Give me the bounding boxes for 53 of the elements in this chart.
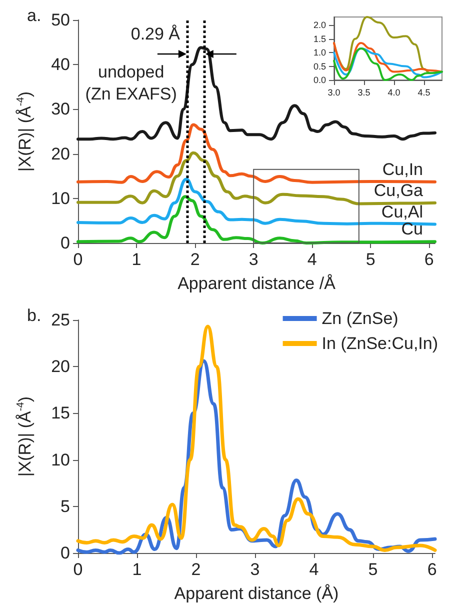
y-tick-label: 25	[51, 310, 70, 330]
x-axis-title: Apparent distance /Å	[178, 274, 336, 293]
x-tick-label: 5	[368, 560, 378, 579]
chart-title: a.	[27, 6, 42, 25]
series-label: Cu	[401, 220, 423, 239]
x-tick-label: 2	[191, 560, 201, 579]
y-tick-label: 10	[51, 188, 70, 208]
annotation: 0.29 Å	[130, 24, 181, 44]
x-tick-label: 0	[73, 560, 83, 579]
y-axis-title: |X(R)| (Å-4)	[16, 91, 34, 172]
line-series	[333, 42, 443, 73]
y-tick-label: 40	[51, 55, 70, 74]
legend-label: In (ZnSe:Cu,In)	[322, 334, 438, 353]
series-label: Cu,In	[382, 160, 423, 179]
y-axis-title: |X(R)| (Å-4)	[16, 396, 34, 477]
y-tick-label: 20	[51, 144, 70, 164]
x-tick-label: 0	[73, 250, 83, 269]
x-tick-label: 3.5	[358, 88, 370, 98]
x-tick-label: 1	[132, 560, 142, 579]
y-tick-label: 10	[51, 450, 70, 470]
x-tick-label: 4.5	[418, 88, 430, 98]
x-axis-title: Apparent distance (Å)	[174, 584, 339, 603]
y-tick-label: 15	[51, 404, 70, 423]
y-tick-label: 5	[60, 496, 70, 516]
x-tick-label: 1	[132, 250, 142, 269]
y-tick-label: 0	[60, 544, 70, 562]
y-tick-label: 1.0	[313, 48, 326, 58]
series-label: Cu,Ga	[374, 180, 424, 200]
x-tick-label: 3	[250, 560, 260, 579]
line-series	[76, 46, 436, 141]
y-tick-label: 0.0	[313, 75, 326, 85]
y-tick-label: 0.5	[313, 61, 326, 72]
x-tick-label: 4	[309, 560, 319, 579]
y-tick-label: 1.5	[313, 34, 326, 44]
series-label: undoped (Zn EXAFS)	[85, 62, 177, 104]
y-tick-label: 30	[51, 100, 70, 119]
y-tick-label: 2.0	[313, 20, 326, 30]
x-tick-label: 6	[424, 250, 434, 269]
series-label: Cu,Al	[381, 202, 423, 222]
y-tick-label: 20	[51, 357, 70, 376]
legend-label: Zn (ZnSe)	[322, 309, 398, 328]
x-tick-label: 6	[427, 560, 437, 579]
x-tick-label: 2	[190, 250, 200, 269]
y-tick-label: 50	[51, 10, 70, 30]
chart-title: b.	[27, 306, 42, 325]
x-tick-label: 5	[366, 250, 376, 269]
x-tick-label: 4	[307, 250, 317, 269]
x-tick-label: 3.0	[328, 88, 340, 98]
x-tick-label: 3	[248, 250, 258, 269]
x-tick-label: 4.0	[388, 88, 400, 98]
y-tick-label: 0	[60, 234, 70, 252]
line-series	[76, 151, 436, 206]
line-series	[76, 123, 436, 184]
